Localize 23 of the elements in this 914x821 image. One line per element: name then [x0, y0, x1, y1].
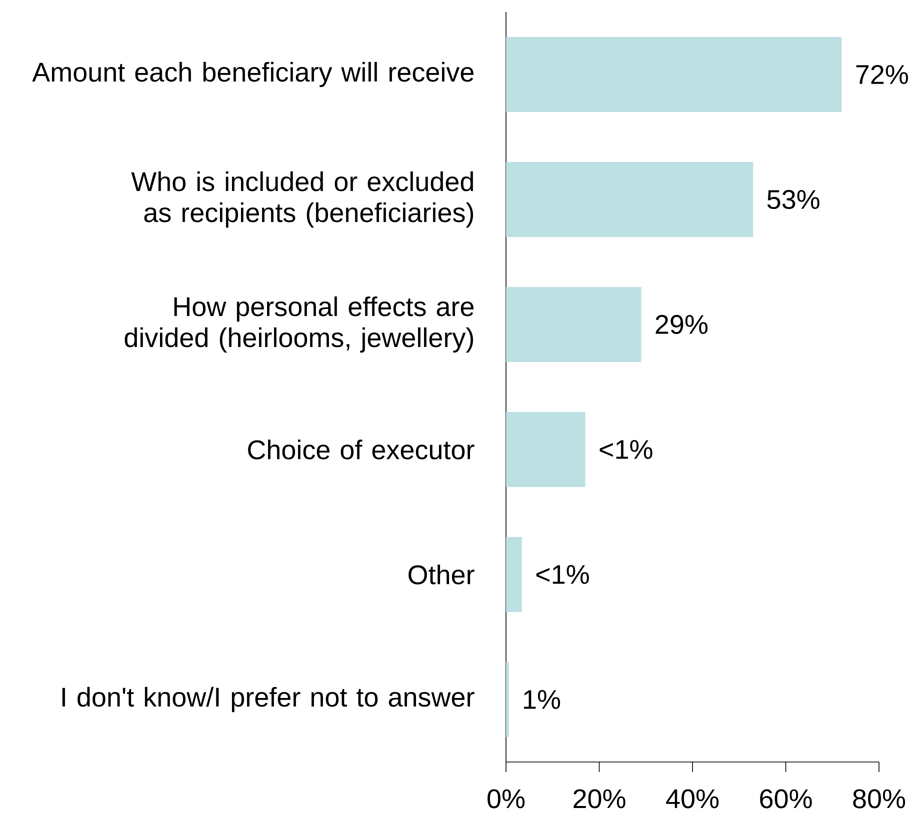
data-label: 53% — [767, 190, 820, 210]
x-tick-label: 60% — [760, 789, 812, 808]
data-label: <1% — [536, 565, 589, 584]
x-tick-label: 0% — [488, 789, 525, 808]
bar — [506, 36, 842, 112]
y-tick-label: Choice of executor — [248, 440, 474, 460]
y-tick-label: I don't know/I prefer not to answer — [62, 686, 474, 712]
data-label: <1% — [600, 440, 652, 459]
data-label: 72% — [856, 64, 908, 84]
bar — [506, 662, 509, 737]
x-tick-label: 40% — [666, 789, 719, 808]
x-tick-label: 80% — [853, 789, 906, 808]
bar — [506, 286, 642, 362]
y-tick-label: Who is included or excluded as recipients (beneficiaries) — [131, 171, 474, 228]
data-label: 29% — [656, 314, 708, 334]
bar — [506, 412, 586, 487]
y-tick-label: How personal effects are divided (heirlooms, jewellery) — [124, 296, 474, 353]
y-tick-label: Other — [408, 564, 474, 584]
y-tick-label: Amount each beneficiary will receive — [32, 62, 474, 88]
bar — [506, 536, 522, 612]
bar — [506, 162, 754, 237]
x-tick-label: 20% — [574, 789, 626, 808]
data-label: 1% — [524, 690, 560, 709]
